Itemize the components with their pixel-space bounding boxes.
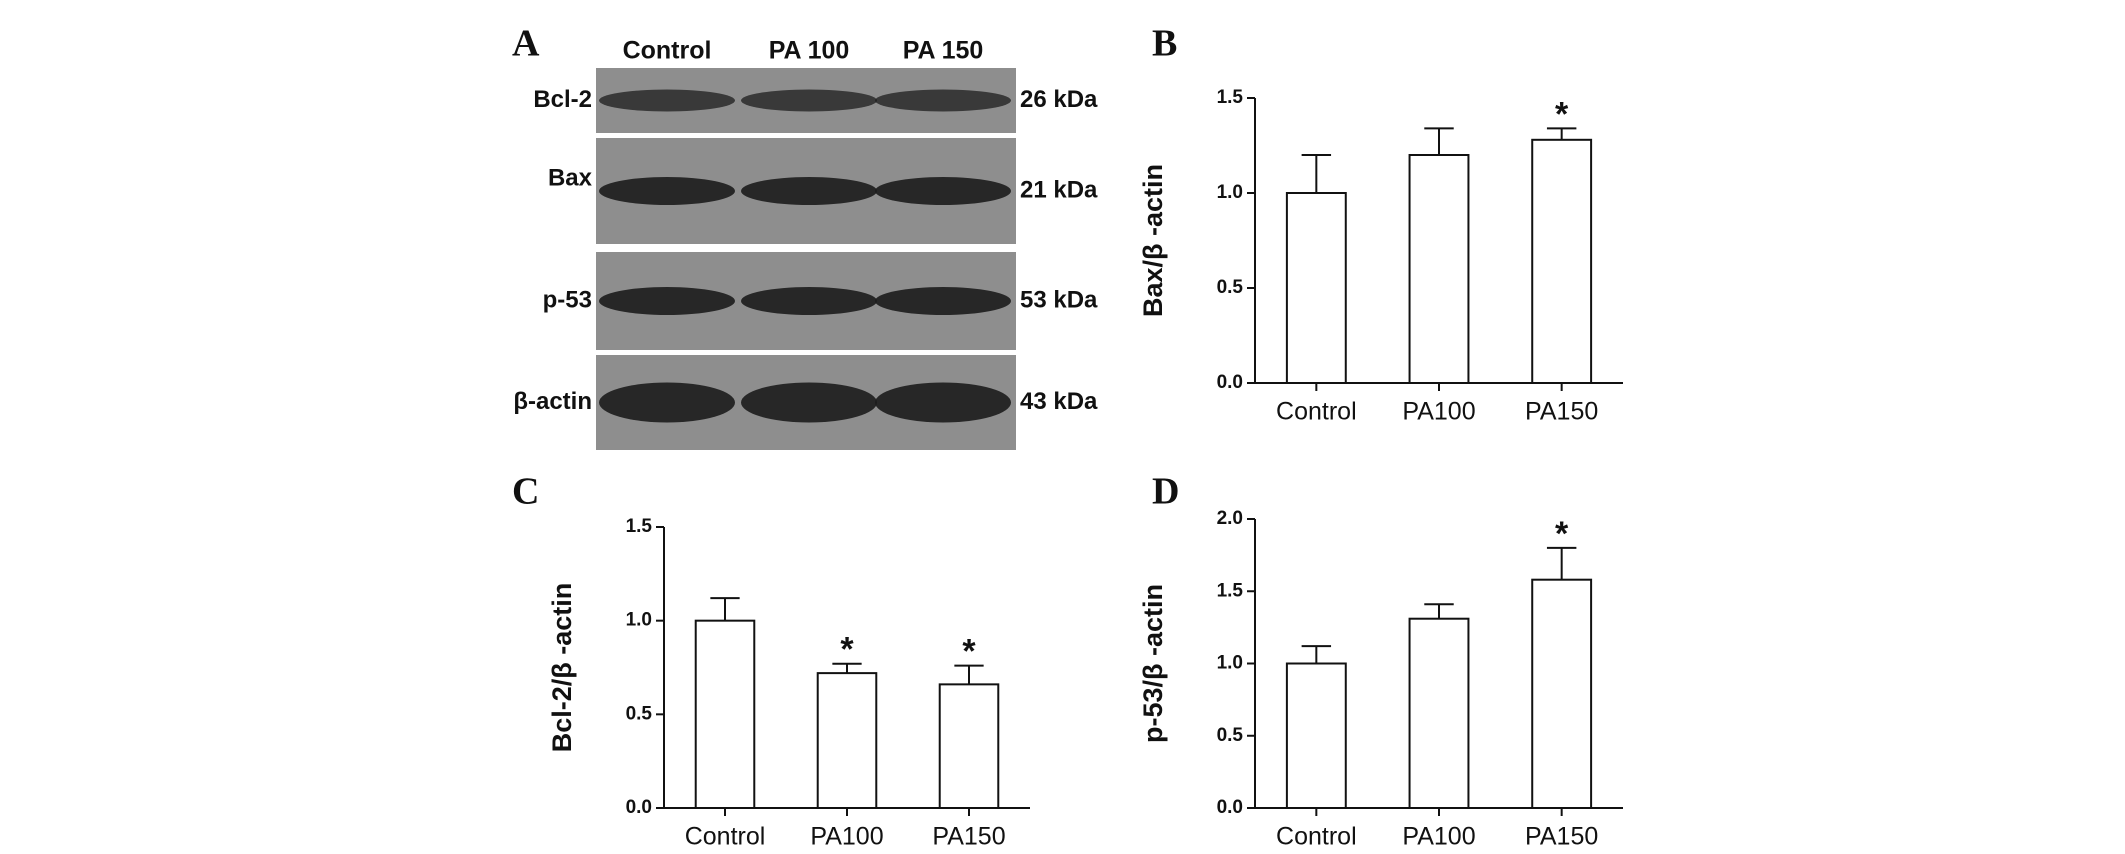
x-tick-label: PA100 <box>1402 823 1475 851</box>
significance-mark: * <box>962 633 976 671</box>
bar <box>1285 192 1347 384</box>
x-tick-label: Control <box>685 823 766 851</box>
protein-label: Bax <box>548 164 593 191</box>
y-tick-label: 0.0 <box>1217 372 1243 393</box>
bar <box>1408 617 1470 810</box>
blot-band <box>875 89 1011 112</box>
y-tick-label: 0.0 <box>1217 797 1243 818</box>
y-tick-label: 2.0 <box>1217 508 1243 529</box>
size-label: 53 kDa <box>1020 286 1098 313</box>
size-label: 43 kDa <box>1020 388 1098 415</box>
blot-band <box>875 177 1011 205</box>
x-tick-label: PA100 <box>810 823 883 851</box>
bar <box>1285 662 1347 809</box>
blot-band <box>741 89 877 112</box>
y-tick-label: 1.0 <box>1217 182 1243 203</box>
bar <box>938 683 1000 809</box>
significance-mark: * <box>840 631 854 669</box>
blot-band <box>741 382 877 423</box>
protein-label: p-53 <box>543 286 592 313</box>
bar <box>1531 138 1593 384</box>
blot-band <box>599 177 735 205</box>
y-tick-label: 0.5 <box>1217 725 1244 746</box>
panel-label: A <box>512 23 540 65</box>
y-tick-label: 0.5 <box>1217 277 1244 298</box>
y-tick-label: 1.5 <box>1217 87 1244 108</box>
size-label: 26 kDa <box>1020 86 1098 113</box>
size-label: 21 kDa <box>1020 176 1098 203</box>
x-tick-label: PA150 <box>932 823 1005 851</box>
bar <box>1408 154 1470 384</box>
y-tick-label: 0.0 <box>626 797 652 818</box>
panel-label: D <box>1152 471 1179 513</box>
blot-band <box>875 382 1011 423</box>
blot-band <box>599 382 735 423</box>
lane-label: PA 150 <box>903 37 984 65</box>
protein-label: β-actin <box>513 388 592 415</box>
blot-band <box>599 89 735 112</box>
x-tick-label: PA100 <box>1402 398 1475 426</box>
lane-label: Control <box>623 37 712 65</box>
lane-label: PA 100 <box>769 37 850 65</box>
y-tick-label: 1.5 <box>626 516 653 537</box>
y-tick-label: 1.0 <box>626 610 652 631</box>
bar <box>816 672 878 809</box>
y-tick-label: 1.0 <box>1217 653 1243 674</box>
significance-mark: * <box>1555 95 1569 133</box>
x-tick-label: PA150 <box>1525 823 1598 851</box>
significance-mark: * <box>1555 515 1569 553</box>
blot-band <box>875 287 1011 315</box>
blot-band <box>741 177 877 205</box>
bar <box>694 619 756 810</box>
y-axis-label: Bax/β -actin <box>1138 164 1168 317</box>
x-tick-label: Control <box>1276 398 1357 426</box>
protein-label: Bcl-2 <box>533 86 592 113</box>
bar <box>1531 578 1593 809</box>
blot-band <box>599 287 735 315</box>
panel-label: C <box>512 471 539 513</box>
y-tick-label: 1.5 <box>1217 580 1244 601</box>
panel-label: B <box>1152 23 1177 65</box>
y-axis-label: Bcl-2/β -actin <box>547 583 577 753</box>
blot-band <box>741 287 877 315</box>
y-axis-label: p-53/β -actin <box>1138 584 1168 743</box>
y-tick-label: 0.5 <box>626 703 653 724</box>
x-tick-label: PA150 <box>1525 398 1598 426</box>
x-tick-label: Control <box>1276 823 1357 851</box>
